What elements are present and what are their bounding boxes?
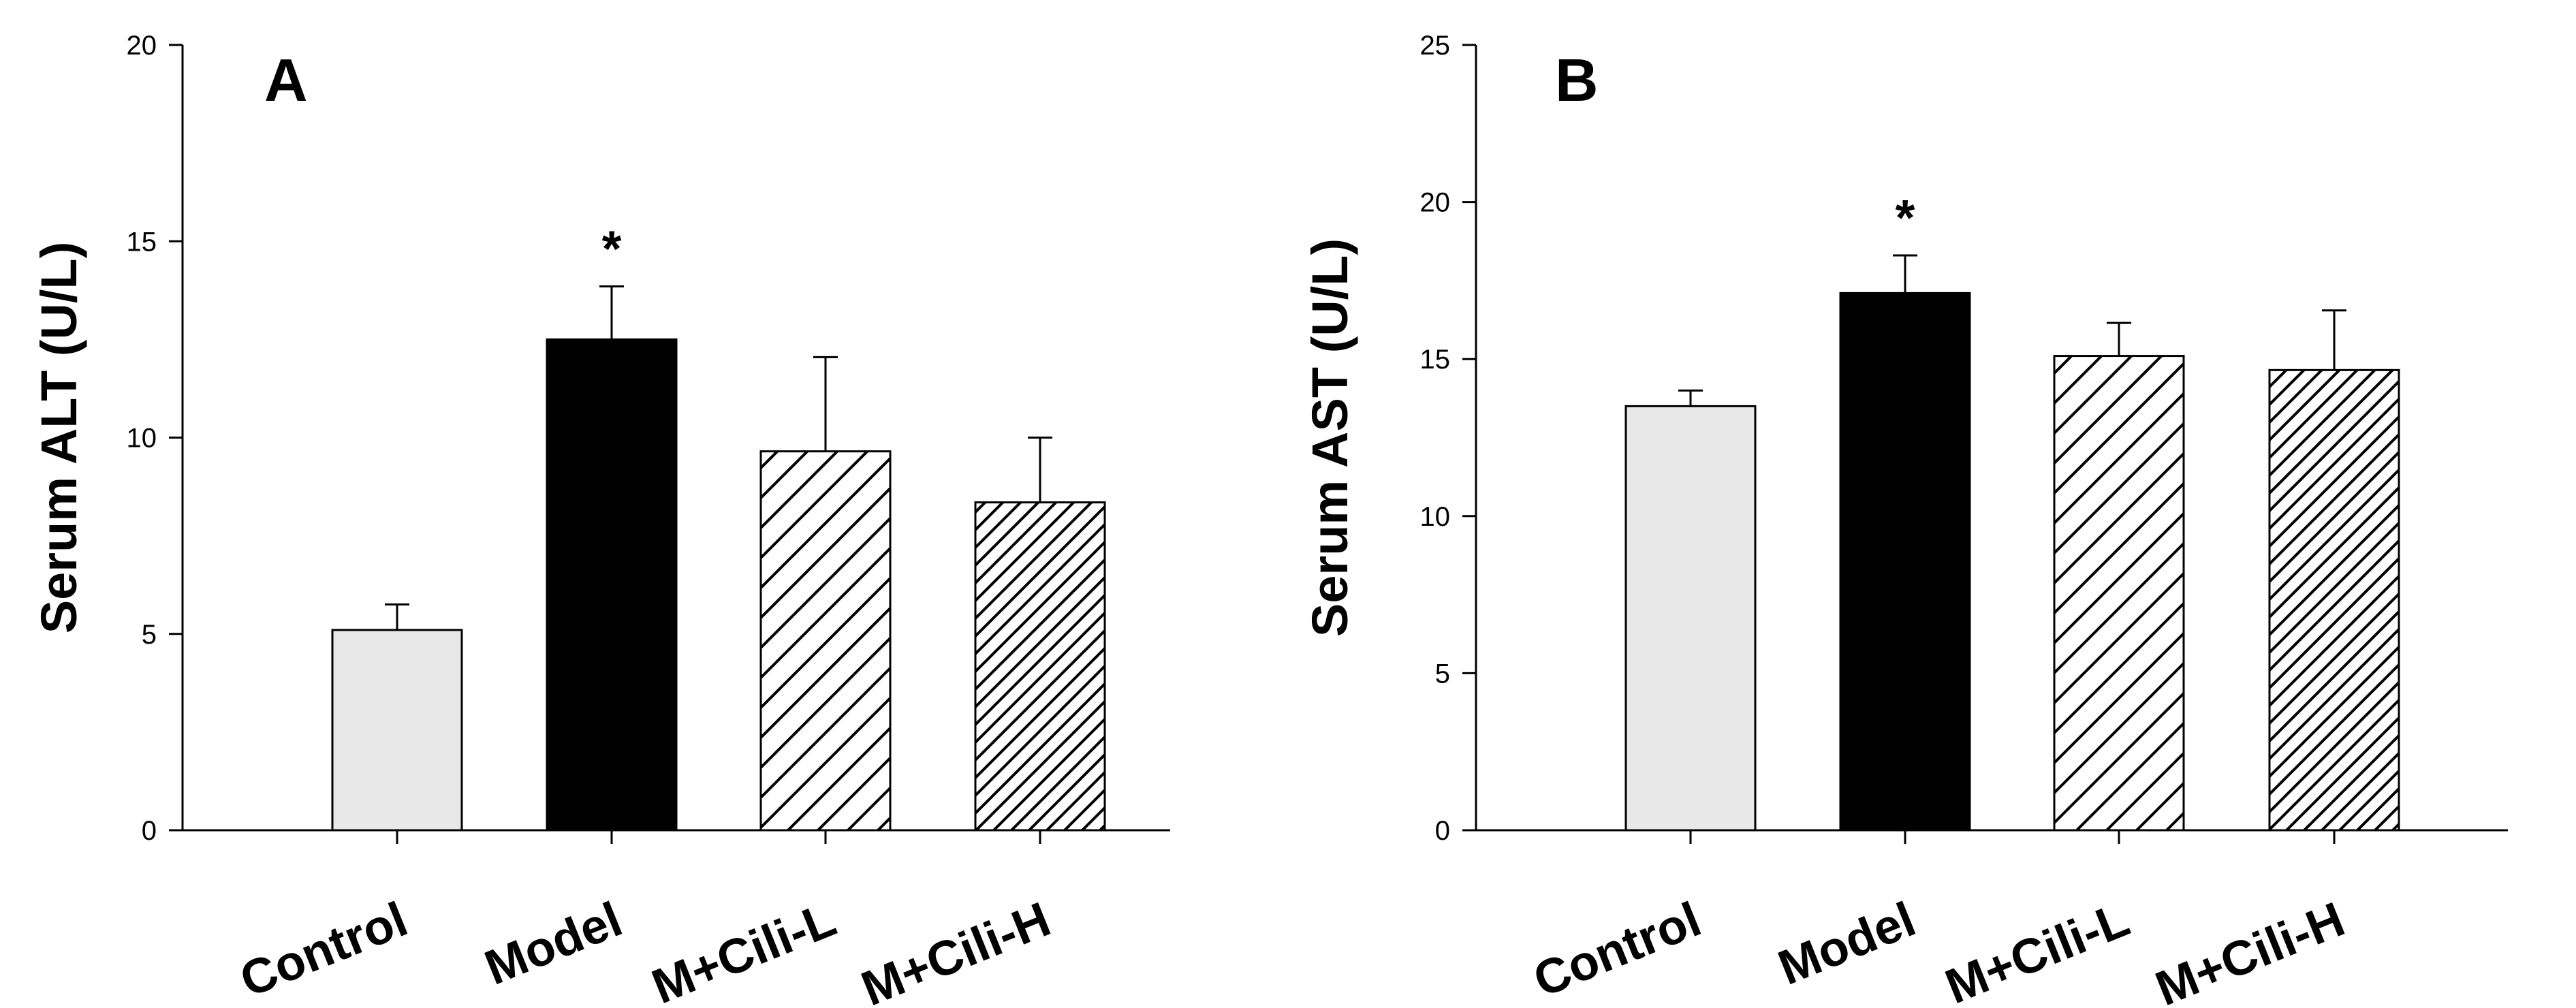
significance-marker: * — [602, 221, 622, 277]
y-axis-title: Serum ALT (U/L) — [31, 242, 87, 634]
x-category-label: Model — [1771, 892, 1923, 996]
significance-marker: * — [1896, 189, 1915, 246]
y-tick-label: 25 — [1420, 31, 1451, 61]
bar-m-cili-l — [2053, 355, 2185, 832]
bar-model — [1839, 292, 1971, 832]
y-axis-title: Serum AST (U/L) — [1302, 238, 1358, 637]
x-category-label: Control — [1526, 892, 1708, 1008]
y-tick-label: 0 — [1435, 816, 1450, 846]
y-tick-label: 10 — [1420, 502, 1451, 532]
bar-m-cili-h — [2268, 368, 2400, 832]
bar-m-cili-h — [974, 501, 1106, 832]
bar-model — [546, 338, 678, 832]
x-category-label: M+Cili-H — [854, 892, 1058, 1008]
x-category-label: M+Cili-L — [645, 892, 843, 1008]
y-tick-label: 5 — [142, 620, 157, 650]
panel-letter: A — [264, 46, 308, 114]
y-tick-label: 5 — [1435, 659, 1450, 689]
bar-m-cili-l — [759, 450, 892, 832]
x-category-label: M+Cili-L — [1938, 892, 2137, 1008]
x-category-label: M+Cili-H — [2148, 892, 2352, 1008]
chart-panel-b: 0 5 10 15 20 25 Control Model M+Cili-L M+Cili-H * B… — [1302, 31, 2508, 1008]
bar-control — [1624, 405, 1757, 832]
x-category-label: Control — [233, 892, 415, 1008]
y-tick-label: 20 — [1420, 188, 1451, 218]
y-tick-label: 15 — [127, 227, 157, 257]
y-tick-label: 15 — [1420, 345, 1451, 375]
y-tick-label: 10 — [127, 424, 157, 454]
y-tick-label: 20 — [127, 31, 157, 61]
bar-control — [331, 629, 463, 832]
panel-letter: B — [1555, 46, 1599, 114]
x-category-label: Model — [477, 892, 629, 996]
chart-panel-a: 0 5 10 15 20 Control Model M+Cili-L M+Cili-H * A Se… — [31, 31, 1170, 1008]
y-tick-label: 0 — [142, 816, 157, 846]
